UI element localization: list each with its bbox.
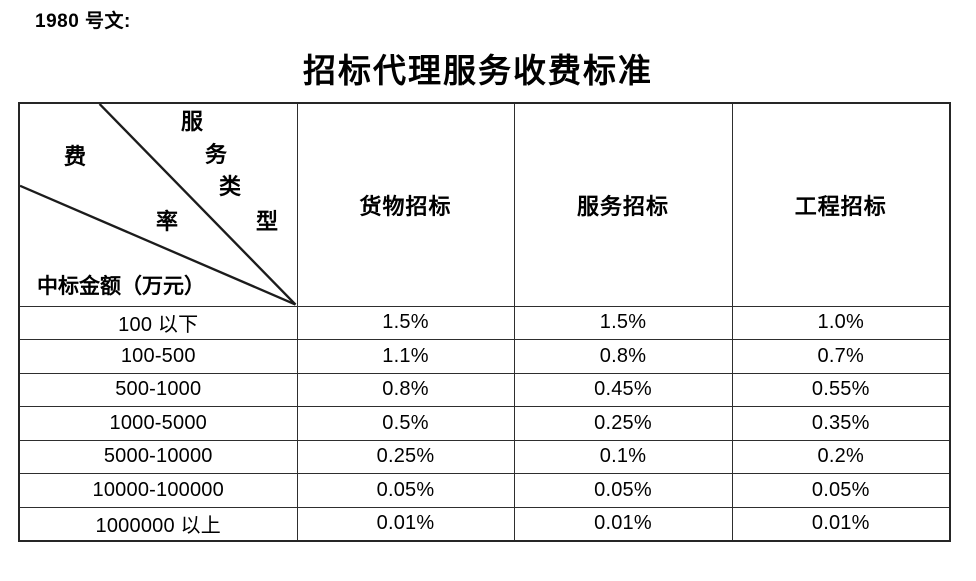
fee-value-cell: 1.5%	[513, 305, 733, 340]
fee-value-cell: 0.35%	[731, 406, 951, 441]
service-type-label-char: 型	[255, 209, 279, 234]
fee-rate-label-char: 率	[155, 209, 179, 234]
row-label-cell: 100 以下	[18, 305, 298, 340]
diagonal-header-cell: 服 务 类 型 费 率 中标金额（万元）	[18, 102, 298, 307]
column-header-service-bidding: 服务招标	[513, 102, 733, 307]
fee-value-cell: 0.8%	[296, 372, 515, 407]
row-label-cell: 5000-10000	[18, 439, 298, 474]
fee-value-cell: 0.1%	[513, 439, 733, 474]
service-type-label-char: 务	[204, 142, 228, 167]
table-row: 10000-100000 0.05% 0.05% 0.05%	[18, 473, 951, 508]
fee-value-cell: 1.5%	[296, 305, 515, 340]
fee-rate-label-char: 费	[63, 144, 87, 169]
table-row: 100 以下 1.5% 1.5% 1.0%	[18, 305, 951, 340]
diagonal-line-lower	[20, 184, 296, 306]
table-row: 1000-5000 0.5% 0.25% 0.35%	[18, 406, 951, 441]
fee-value-cell: 0.5%	[296, 406, 515, 441]
document-number-label: 1980 号文:	[35, 11, 131, 32]
fee-value-cell: 1.1%	[296, 339, 515, 374]
row-label-cell: 10000-100000	[18, 473, 298, 508]
fee-value-cell: 0.01%	[296, 506, 515, 541]
fee-value-cell: 0.8%	[513, 339, 733, 374]
row-label-cell: 100-500	[18, 339, 298, 374]
fee-value-cell: 0.05%	[296, 473, 515, 508]
column-header-goods-bidding: 货物招标	[296, 102, 515, 307]
header-row: 服 务 类 型 费 率 中标金额（万元） 货物招标 服务招标 工程招标	[18, 102, 951, 307]
diagonal-split-lines	[20, 104, 297, 306]
row-label-cell: 1000-5000	[18, 406, 298, 441]
fee-value-cell: 0.01%	[731, 506, 951, 541]
fee-value-cell: 0.7%	[731, 339, 951, 374]
row-label-cell: 1000000 以上	[18, 506, 298, 541]
page-title: 招标代理服务收费标准	[303, 54, 653, 90]
bid-amount-axis-label: 中标金额（万元）	[37, 274, 205, 299]
table-row: 500-1000 0.8% 0.45% 0.55%	[18, 372, 951, 407]
fee-value-cell: 0.05%	[513, 473, 733, 508]
fee-value-cell: 0.2%	[731, 439, 951, 474]
diagonal-line-upper	[98, 104, 297, 306]
row-label-cell: 500-1000	[18, 372, 298, 407]
fee-value-cell: 0.25%	[296, 439, 515, 474]
fee-value-cell: 0.45%	[513, 372, 733, 407]
fee-value-cell: 1.0%	[731, 305, 951, 340]
service-type-label-char: 类	[218, 174, 242, 199]
fee-value-cell: 0.25%	[513, 406, 733, 441]
table-row: 1000000 以上 0.01% 0.01% 0.01%	[18, 506, 951, 541]
fee-value-cell: 0.05%	[731, 473, 951, 508]
service-type-label-char: 服	[180, 109, 204, 134]
table-row: 5000-10000 0.25% 0.1% 0.2%	[18, 439, 951, 474]
fee-value-cell: 0.55%	[731, 372, 951, 407]
fee-value-cell: 0.01%	[513, 506, 733, 541]
table-row: 100-500 1.1% 0.8% 0.7%	[18, 339, 951, 374]
column-header-engineering-bidding: 工程招标	[731, 102, 951, 307]
fee-standard-table: 服 务 类 型 费 率 中标金额（万元） 货物招标 服务招标 工程招标 100 …	[18, 102, 951, 542]
